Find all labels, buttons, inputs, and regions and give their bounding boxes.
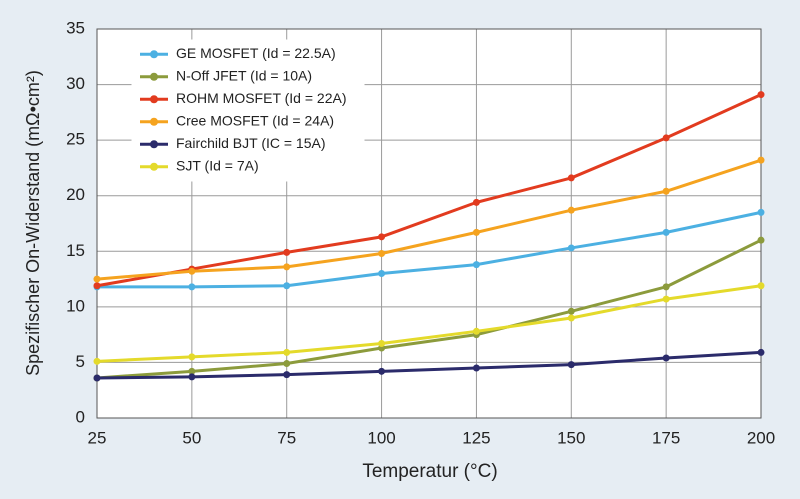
data-point: [757, 208, 765, 216]
x-tick-label: 200: [747, 428, 775, 447]
data-point: [567, 244, 575, 252]
data-point: [378, 270, 386, 278]
y-tick-label: 0: [76, 407, 85, 426]
x-tick-label: 125: [462, 428, 490, 447]
series-line: [96, 350, 762, 380]
legend-swatch-dot: [150, 140, 158, 149]
x-axis-label: Temperatur (°C): [362, 461, 497, 482]
data-point: [567, 361, 575, 369]
data-point: [662, 283, 670, 291]
data-point: [757, 156, 765, 164]
y-tick-label: 25: [66, 130, 85, 149]
data-point: [472, 228, 480, 236]
data-point: [283, 360, 291, 368]
data-point: [472, 198, 480, 206]
y-tick-label: 30: [66, 74, 85, 93]
data-point: [757, 348, 765, 356]
x-tick-label: 100: [367, 428, 395, 447]
legend-label: Fairchild BJT (IC = 15A): [176, 135, 326, 151]
y-tick-label: 35: [66, 18, 85, 37]
data-point: [283, 248, 291, 256]
data-point: [378, 340, 386, 348]
y-tick-label: 15: [66, 241, 85, 260]
plot-border: [96, 28, 762, 419]
data-point: [757, 236, 765, 244]
series-line: [96, 93, 762, 288]
legend-swatch-dot: [150, 117, 158, 126]
series-line: [97, 210, 762, 289]
legend-swatch-dot: [150, 72, 158, 81]
series-line: [96, 158, 762, 281]
data-point: [472, 261, 480, 269]
y-tick-label: 20: [66, 185, 85, 204]
data-point: [378, 367, 386, 375]
data-point: [93, 357, 101, 365]
data-point: [662, 187, 670, 195]
data-point: [93, 282, 101, 290]
legend-label: ROHM MOSFET (Id = 22A): [176, 90, 347, 106]
data-point: [567, 307, 575, 315]
data-point: [662, 134, 670, 142]
x-tick-label: 50: [182, 428, 201, 447]
data-point: [757, 91, 765, 99]
data-point: [567, 314, 575, 322]
series-line: [96, 284, 762, 363]
legend-swatch-dot: [150, 162, 158, 171]
legend-box: [131, 39, 365, 182]
data-point: [757, 282, 765, 290]
legend-label: Cree MOSFET (Id = 24A): [176, 112, 334, 128]
x-tick-label: 75: [277, 428, 296, 447]
legend-label: N-Off JFET (Id = 10A): [176, 67, 312, 83]
data-point: [93, 275, 101, 283]
y-tick-label: 5: [76, 352, 85, 371]
data-point: [188, 283, 196, 291]
data-point: [662, 354, 670, 362]
data-point: [188, 267, 196, 275]
y-axis-label: Spezifischer On-Widerstand (mΩ•cm²): [23, 70, 43, 376]
data-point: [283, 282, 291, 290]
x-tick-label: 175: [652, 428, 680, 447]
data-point: [662, 228, 670, 236]
legend-swatch-dot: [150, 95, 158, 104]
data-point: [188, 353, 196, 361]
data-point: [662, 295, 670, 303]
x-tick-label: 150: [557, 428, 585, 447]
y-tick-label: 10: [66, 296, 85, 315]
data-point: [472, 364, 480, 372]
data-point: [567, 174, 575, 182]
legend-label: GE MOSFET (Id = 22.5A): [176, 45, 336, 61]
data-point: [378, 233, 386, 241]
data-point: [378, 250, 386, 258]
data-point: [283, 371, 291, 379]
data-point: [472, 327, 480, 335]
x-tick-label: 25: [88, 428, 107, 447]
legend-label: SJT (Id = 7A): [176, 157, 259, 173]
data-point: [188, 373, 196, 381]
data-point: [93, 374, 101, 382]
data-point: [283, 348, 291, 356]
data-point: [188, 367, 196, 375]
legend-swatch-dot: [150, 50, 158, 59]
data-point: [567, 206, 575, 214]
data-point: [283, 263, 291, 271]
series-line: [96, 238, 762, 380]
